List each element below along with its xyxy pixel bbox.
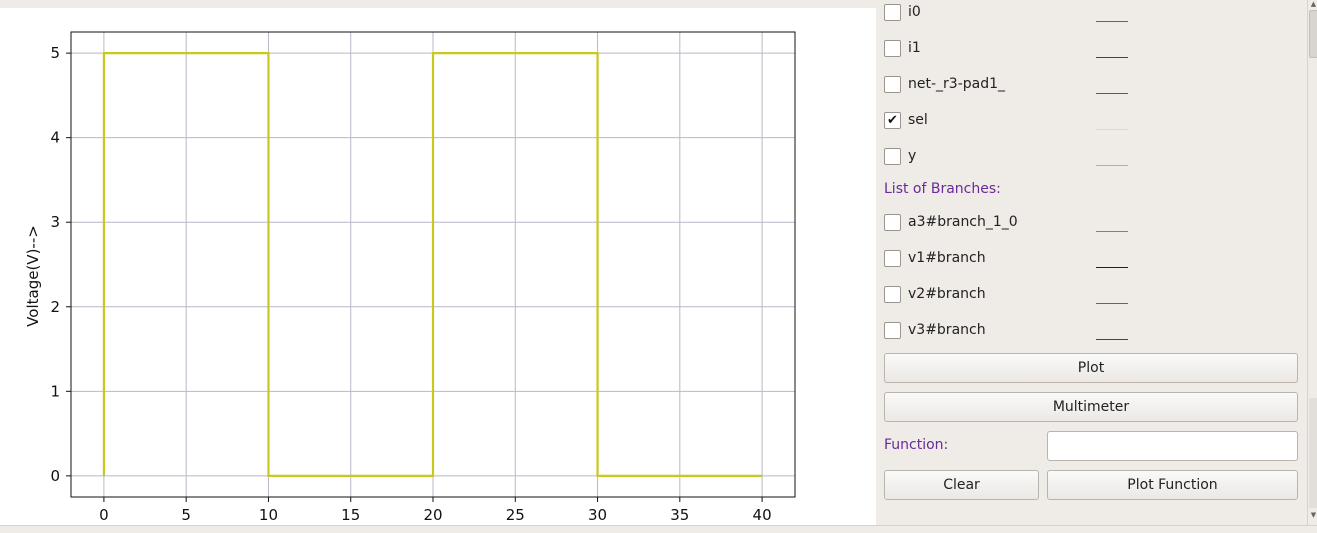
- scroll-thumb[interactable]: [1309, 10, 1317, 58]
- signal-label: a3#branch_1_0: [908, 214, 1018, 230]
- checkbox[interactable]: [884, 213, 901, 231]
- signal-selection-panel: i0 i1 net-_r3-pad1_ ✔ sel y List of Branches:…: [876, 0, 1317, 525]
- signal-label: y: [908, 148, 917, 164]
- signal-row[interactable]: v2#branch: [884, 283, 1134, 305]
- y-tick-label: 5: [50, 44, 60, 62]
- trace-color-swatch: [1096, 231, 1128, 232]
- trace-color-swatch: [1096, 21, 1128, 22]
- y-tick-label: 3: [50, 213, 60, 231]
- signal-label: net-_r3-pad1_: [908, 76, 1006, 92]
- signal-row[interactable]: v1#branch: [884, 247, 1134, 269]
- x-tick-label: 10: [259, 506, 278, 524]
- x-tick-label: 35: [670, 506, 689, 524]
- plot-canvas: 0 5 10 15 20 25 30 35 40 0 1 2 3 4 5 Voltage(V)-->: [0, 8, 876, 525]
- x-tick-label: 25: [506, 506, 525, 524]
- checkbox[interactable]: [884, 249, 901, 267]
- y-tick-label: 0: [50, 467, 60, 485]
- signal-label: v2#branch: [908, 286, 986, 302]
- trace-color-swatch: [1096, 339, 1128, 340]
- y-tick-label: 2: [50, 298, 60, 316]
- signal-label: v1#branch: [908, 250, 986, 266]
- checkbox[interactable]: [884, 39, 901, 57]
- signal-row[interactable]: v3#branch: [884, 319, 1134, 341]
- trace-color-swatch: [1096, 303, 1128, 304]
- plot-function-button[interactable]: Plot Function: [1047, 470, 1298, 500]
- clear-button[interactable]: Clear: [884, 470, 1039, 500]
- checkbox[interactable]: [884, 3, 901, 21]
- plot-button[interactable]: Plot: [884, 353, 1298, 383]
- panel-scrollbar[interactable]: ▲ ▼: [1307, 0, 1317, 525]
- x-tick-label: 5: [181, 506, 191, 524]
- x-tick-label: 40: [753, 506, 772, 524]
- signal-label: v3#branch: [908, 322, 986, 338]
- signal-row[interactable]: y: [884, 145, 1134, 167]
- signal-row[interactable]: i0: [884, 1, 1134, 23]
- checkbox[interactable]: [884, 321, 901, 339]
- checkbox[interactable]: [884, 147, 901, 165]
- scroll-track[interactable]: [1309, 398, 1317, 508]
- trace-color-swatch: [1096, 267, 1128, 268]
- branches-heading: List of Branches:: [884, 181, 1001, 197]
- y-tick-label: 1: [50, 382, 60, 400]
- chart-ticks: 0 5 10 15 20 25 30 35 40 0 1 2 3 4 5: [50, 44, 771, 524]
- signal-label: sel: [908, 112, 928, 128]
- signal-label: i1: [908, 40, 921, 56]
- signal-label: i0: [908, 4, 921, 20]
- function-input[interactable]: [1047, 431, 1298, 461]
- trace-color-swatch: [1096, 165, 1128, 166]
- x-tick-label: 15: [341, 506, 360, 524]
- scroll-up-icon[interactable]: ▲: [1310, 0, 1317, 8]
- x-tick-label: 30: [588, 506, 607, 524]
- y-axis-label: Voltage(V)-->: [24, 225, 42, 327]
- x-tick-label: 0: [99, 506, 109, 524]
- signal-row[interactable]: a3#branch_1_0: [884, 211, 1134, 233]
- waveform-chart: 0 5 10 15 20 25 30 35 40 0 1 2 3 4 5 Voltage(V)-->: [24, 31, 796, 524]
- scroll-down-icon[interactable]: ▼: [1310, 511, 1317, 519]
- y-tick-label: 4: [50, 129, 60, 147]
- signal-row[interactable]: ✔ sel: [884, 109, 1134, 131]
- window-bottom-edge: [0, 525, 1317, 533]
- checkbox[interactable]: [884, 75, 901, 93]
- signal-row[interactable]: net-_r3-pad1_: [884, 73, 1134, 95]
- function-label: Function:: [884, 437, 949, 453]
- waveform-line-sel: [102, 52, 763, 477]
- multimeter-button[interactable]: Multimeter: [884, 392, 1298, 422]
- checkbox[interactable]: [884, 285, 901, 303]
- x-tick-label: 20: [423, 506, 442, 524]
- trace-color-swatch: [1096, 93, 1128, 94]
- chart-series: [102, 52, 763, 477]
- trace-color-swatch: [1096, 129, 1128, 130]
- signal-row[interactable]: i1: [884, 37, 1134, 59]
- trace-color-swatch: [1096, 57, 1128, 58]
- checked-checkbox[interactable]: ✔: [884, 111, 901, 129]
